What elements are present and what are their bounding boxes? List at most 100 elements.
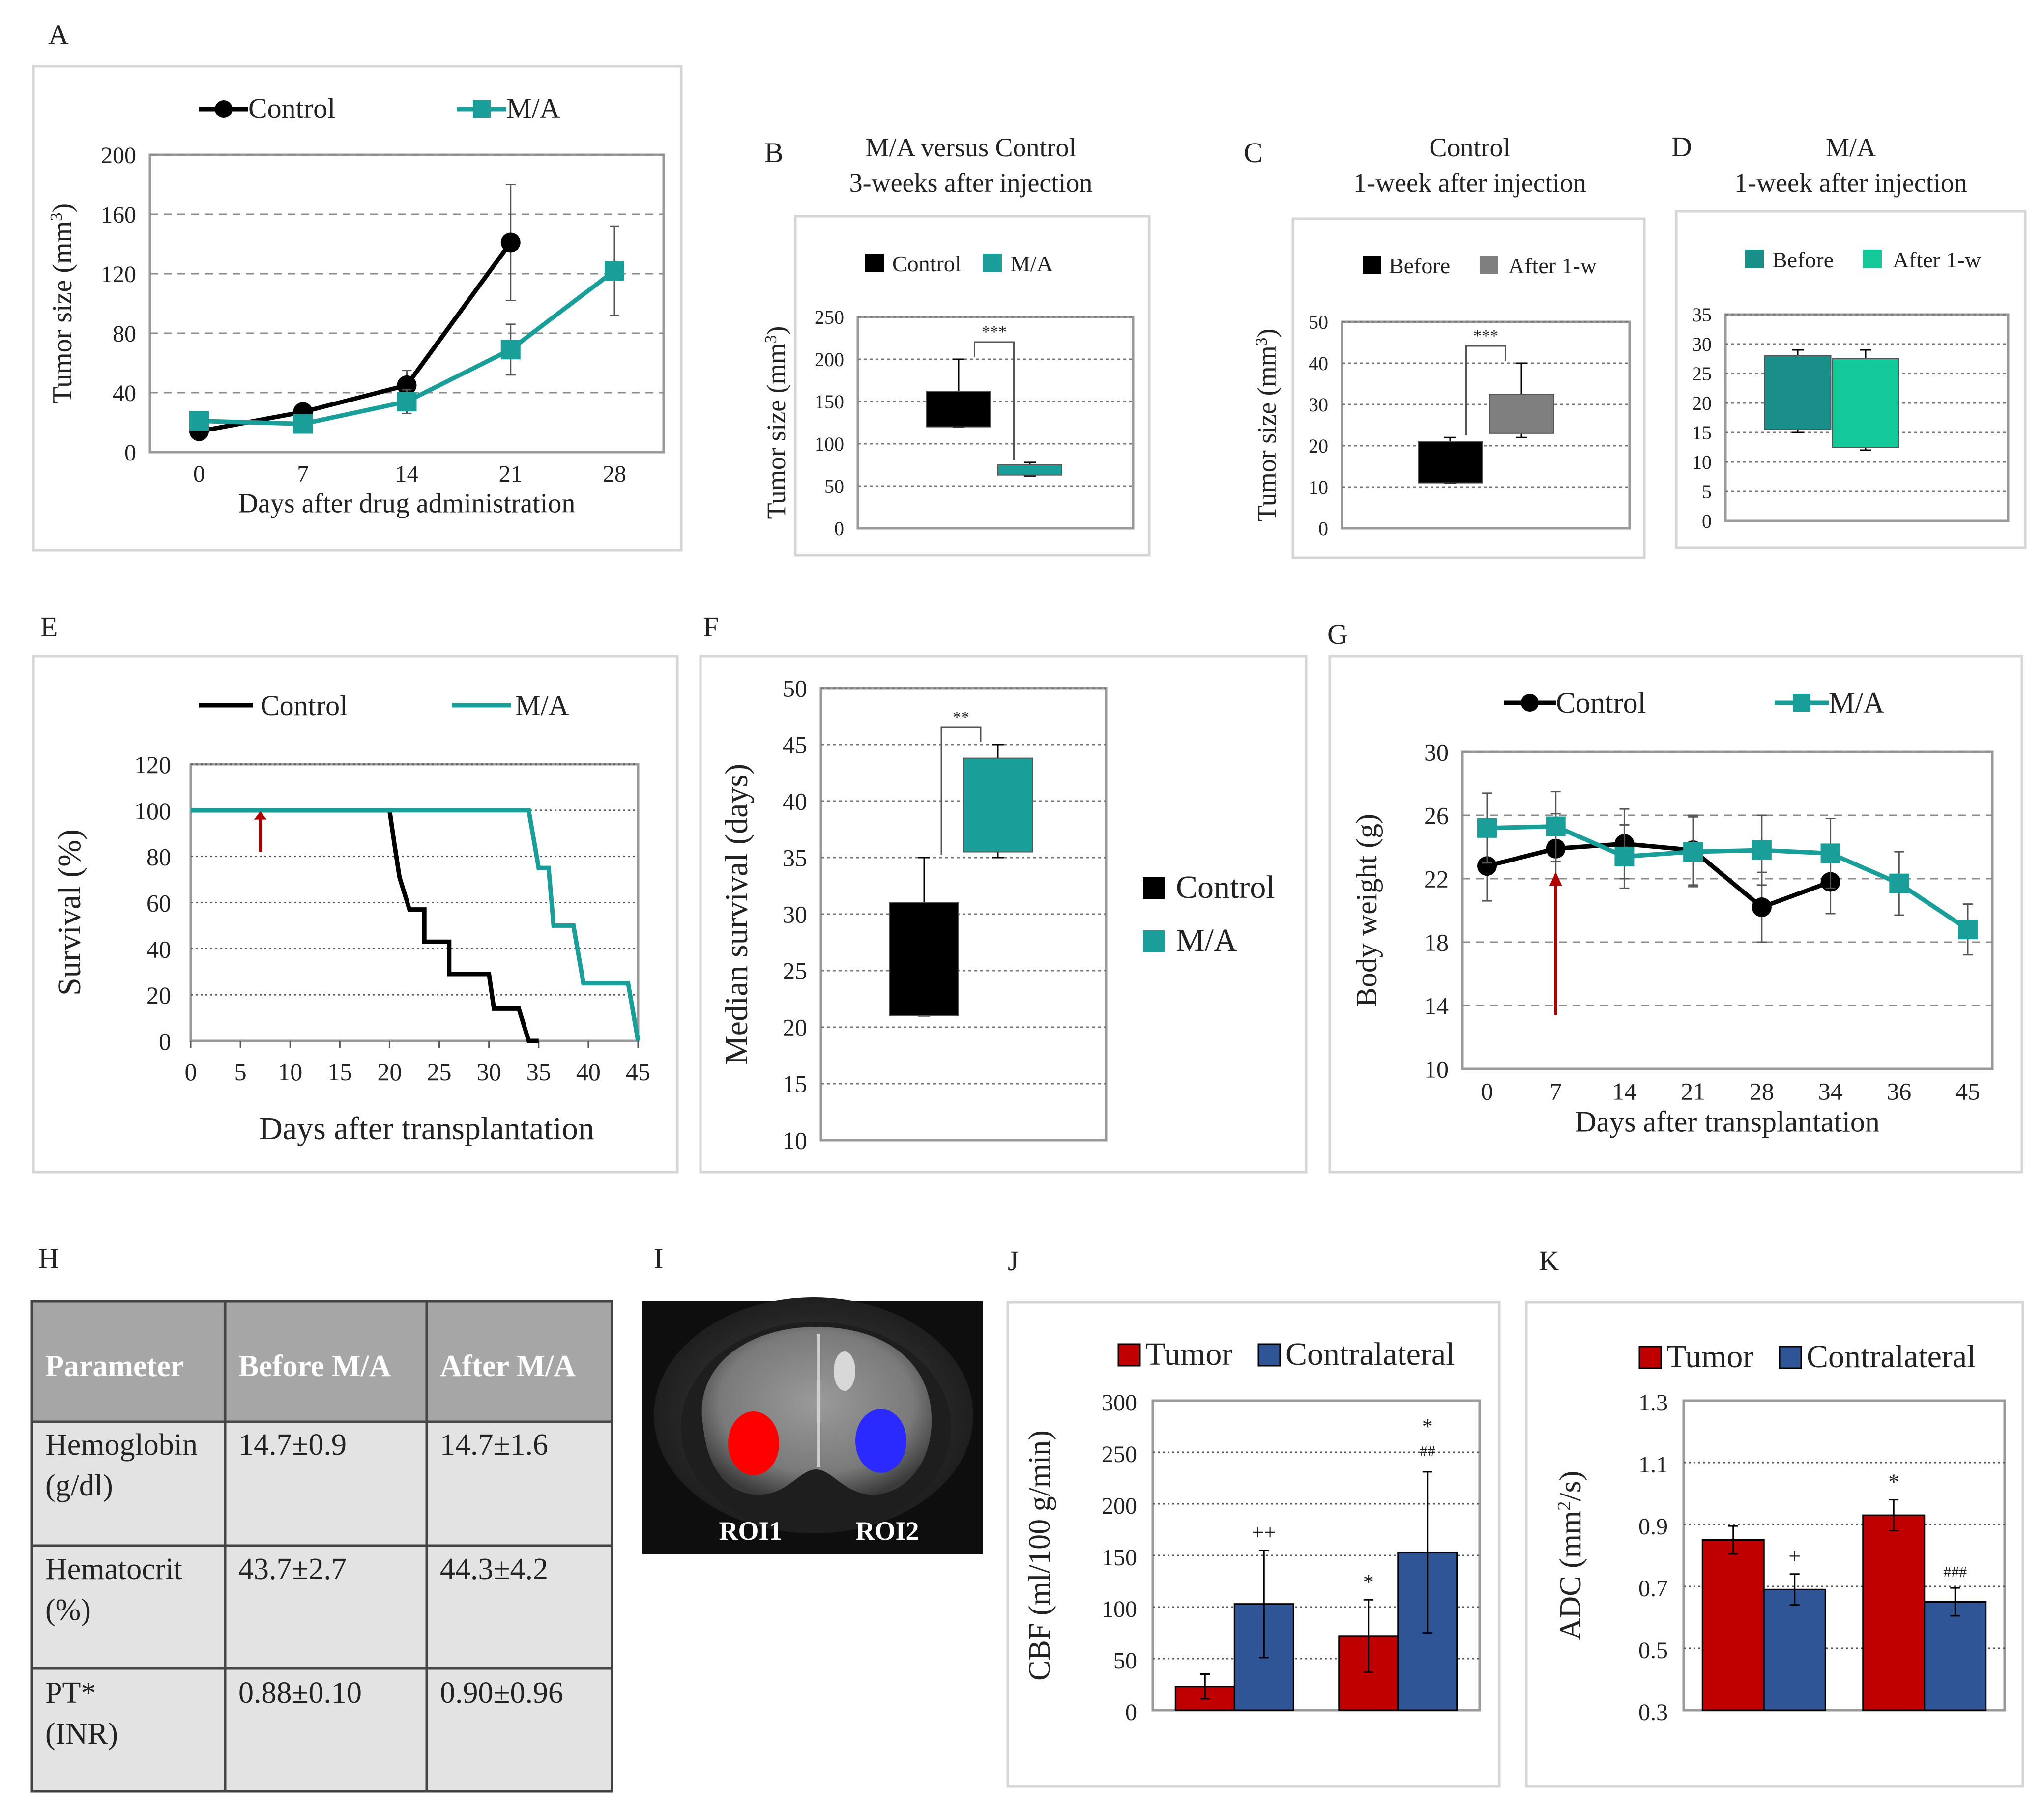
significance-marker: ### (1943, 1563, 1967, 1581)
y-tick-label: 25 (783, 957, 807, 985)
y-tick-label: 25 (1692, 363, 1712, 385)
table-cell-before: 43.7±2.7 (238, 1552, 347, 1586)
y-tick-label: 80 (146, 843, 171, 871)
panel-b-letter: B (764, 137, 784, 169)
y-tick-label: 40 (783, 788, 807, 815)
panel-f-letter: F (703, 611, 719, 643)
y-tick-label: 120 (134, 751, 171, 778)
legend-before-label: Before (1772, 247, 1834, 272)
y-tick-label: 15 (1692, 422, 1712, 444)
data-point (605, 260, 624, 281)
panel-k-adc-bar-chart: 0.3 0.5 0.7 0.9 1.1 1.3 ADC (mm2/s) + * ### (1554, 1390, 2006, 1725)
panel-k-legend: Tumor Contralateral (1638, 1339, 1976, 1375)
box-control (889, 902, 959, 1016)
table-body-background (32, 1422, 612, 1791)
y-tick-label: 30 (1309, 394, 1328, 416)
arrow-head (1549, 872, 1562, 886)
table-cell-before: 0.88±0.10 (238, 1676, 362, 1710)
legend-ma-swatch (983, 254, 1002, 272)
table-cell-param-unit: (g/dl) (45, 1469, 113, 1502)
data-point (500, 340, 521, 360)
y-tick-label: 18 (1424, 929, 1449, 956)
x-tick-label: 0 (193, 461, 205, 487)
x-axis-label: Days after transplantation (259, 1111, 594, 1147)
y-axis-label: Median survival (days) (719, 764, 755, 1064)
y-tick-label: 250 (1102, 1441, 1137, 1467)
y-tick-label: 150 (815, 391, 844, 413)
panel-e-survival-chart: 0 20 40 60 80 100 120 0 5 10 15 20 25 30 35 40 45 Days af… (52, 751, 650, 1147)
significance-marker: * (1363, 1570, 1374, 1594)
y-tick-label: 0 (124, 440, 136, 466)
x-tick-label: 20 (377, 1058, 402, 1086)
y-tick-label: 1.3 (1638, 1390, 1668, 1416)
x-axis-label: Days after transplantation (1575, 1106, 1880, 1138)
panel-b-frame (794, 215, 1151, 557)
legend-after-label: After 1-w (1508, 253, 1597, 278)
y-tick-label: 30 (783, 901, 807, 928)
significance-marker: ## (1420, 1442, 1435, 1460)
panel-i-mri-image: ROI1 ROI2 (642, 1297, 983, 1554)
significance-bracket (974, 341, 1015, 460)
y-tick-label: 10 (1692, 451, 1712, 473)
y-tick-label: 0 (834, 517, 844, 540)
x-tick-label: 15 (327, 1058, 352, 1086)
x-tick-label: 21 (499, 461, 523, 487)
y-axis-label: ADC (mm2/s) (1554, 1471, 1587, 1640)
legend-after-label: After 1-w (1893, 247, 1982, 272)
y-tick-label: 200 (815, 348, 844, 371)
data-point (293, 414, 313, 434)
legend-control-marker (1521, 694, 1539, 712)
y-tick-label: 20 (1692, 392, 1712, 414)
panel-c-legend: Before After 1-w (1363, 253, 1597, 278)
panel-h-letter: H (38, 1242, 59, 1274)
roi1-label: ROI1 (719, 1516, 782, 1546)
x-tick-label: 35 (526, 1058, 551, 1086)
significance-marker: *** (1473, 327, 1498, 345)
panel-c-letter: C (1244, 137, 1263, 169)
panel-d-title-line1: M/A (1826, 133, 1876, 162)
significance-marker: ++ (1252, 1521, 1276, 1545)
bar-tumor (1701, 1539, 1765, 1711)
x-tick-label: 30 (477, 1058, 501, 1086)
legend-contralateral-label: Contralateral (1807, 1339, 1976, 1375)
legend-ma-swatch (1143, 930, 1165, 952)
y-axis-label: Survival (%) (52, 829, 88, 996)
legend-ma-label: M/A (506, 92, 560, 124)
table-header-background (32, 1301, 612, 1422)
x-tick-label: 25 (427, 1058, 452, 1086)
y-tick-label: 50 (1113, 1648, 1137, 1674)
table-cell-param-unit: (%) (45, 1593, 91, 1627)
panel-c-title-line2: 1-week after injection (1353, 168, 1586, 198)
y-axis-label: Tumor size (mm3) (761, 326, 791, 519)
significance-marker: + (1788, 1544, 1801, 1568)
x-tick-label: 28 (603, 461, 626, 487)
table-cell-after: 0.90±0.96 (440, 1676, 563, 1710)
box-control (926, 391, 991, 428)
box-before (1418, 441, 1483, 484)
legend-control-swatch (865, 254, 884, 272)
x-axis-label: Days after drug administration (238, 488, 576, 518)
y-tick-label: 0 (1318, 517, 1328, 540)
panel-h-table: Parameter Before M/A After M/A Hemoglobi… (30, 1300, 613, 1793)
y-tick-label: 250 (815, 306, 844, 328)
panel-d-legend: Before After 1-w (1745, 247, 1982, 272)
arrow-head (254, 811, 267, 820)
panel-e-legend: Control M/A (199, 690, 569, 721)
significance-bracket (940, 726, 982, 855)
y-tick-label: 40 (146, 935, 171, 963)
panel-k-frame (1525, 1301, 2024, 1788)
box-before (1764, 355, 1832, 430)
panel-f-box-chart: 10 15 20 25 30 35 40 45 50 Median survival (days)… (719, 675, 1108, 1154)
panel-e-letter: E (40, 611, 58, 643)
panel-b-legend: Control M/A (865, 251, 1053, 276)
panel-d-title-line2: 1-week after injection (1734, 168, 1967, 198)
y-tick-label: 0.9 (1638, 1514, 1668, 1540)
y-tick-label: 50 (1309, 311, 1328, 333)
table-header-parameter: Parameter (45, 1350, 184, 1383)
legend-ma-marker (473, 100, 491, 118)
data-point (1752, 897, 1772, 918)
legend-ma-label: M/A (1010, 251, 1053, 276)
panel-j-cbf-bar-chart: 0 50 100 150 200 250 300 CBF (ml/100 g/min) ++ * *… (1023, 1390, 1481, 1725)
table-cell-after: 44.3±4.2 (440, 1552, 548, 1586)
